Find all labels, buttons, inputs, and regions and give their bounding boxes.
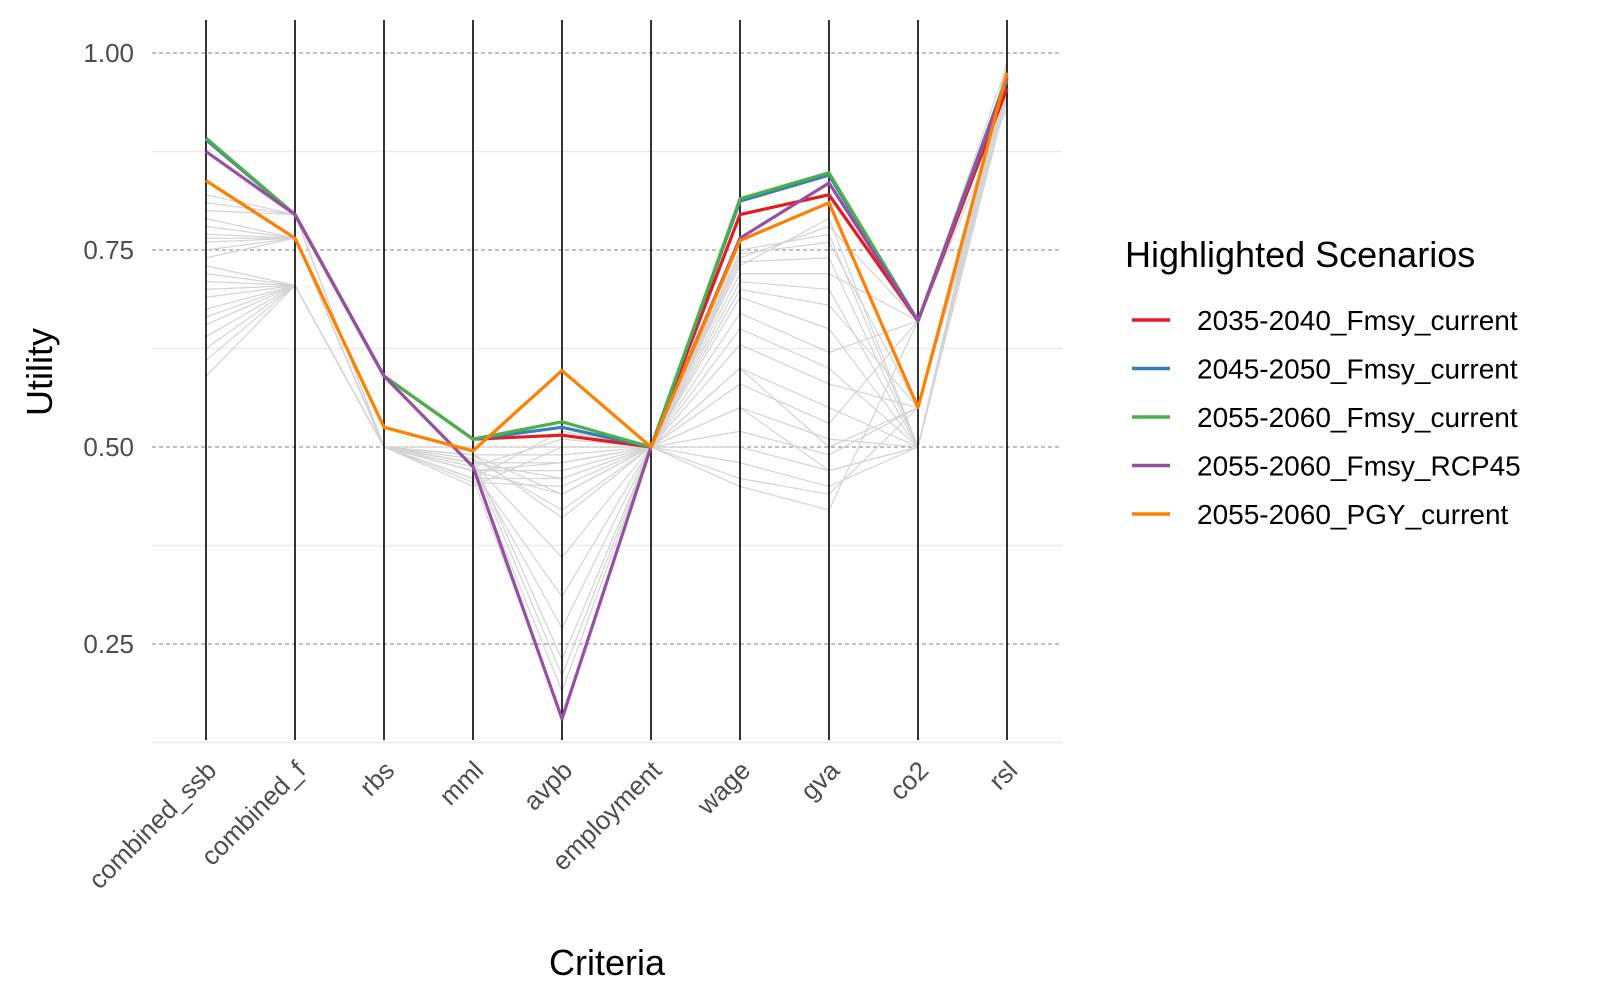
- background-series-layer: [205, 60, 1008, 717]
- y-tick-label: 0.50: [83, 432, 134, 462]
- legend-label: 2055-2060_PGY_current: [1197, 499, 1509, 530]
- legend-title: Highlighted Scenarios: [1125, 234, 1475, 275]
- y-axis-title: Utility: [19, 328, 60, 416]
- background-series-line: [205, 84, 1008, 488]
- background-series-line: [205, 68, 1008, 495]
- legend-label: 2055-2060_Fmsy_RCP45: [1197, 451, 1521, 482]
- background-series-line: [205, 107, 1008, 717]
- y-tick-label: 0.25: [83, 629, 134, 659]
- x-tick-label: gva: [794, 755, 845, 806]
- background-series-line: [205, 92, 1008, 662]
- y-tick-label: 1.00: [83, 38, 134, 68]
- x-tick-label: mml: [433, 755, 489, 811]
- series-line: [205, 72, 1009, 453]
- x-tick-label: avpb: [517, 755, 578, 816]
- legend-label: 2035-2040_Fmsy_current: [1197, 305, 1518, 336]
- legend-label: 2055-2060_Fmsy_current: [1197, 402, 1518, 433]
- criteria-axes-layer: [205, 20, 1008, 740]
- legend-label: 2045-2050_Fmsy_current: [1197, 354, 1518, 385]
- x-tick-label: rbs: [353, 755, 400, 802]
- x-tick-label: rsl: [983, 755, 1024, 796]
- x-tick-label: wage: [690, 755, 756, 821]
- y-tick-label: 0.75: [83, 235, 134, 265]
- y-tick-labels: 0.25 0.50 0.75 1.00: [83, 38, 134, 659]
- background-series-line: [205, 100, 1008, 693]
- legend-items: 2035-2040_Fmsy_current 2045-2050_Fmsy_cur…: [1132, 305, 1521, 530]
- background-series-line: [205, 84, 1008, 598]
- legend: Highlighted Scenarios 2035-2040_Fmsy_cur…: [1125, 234, 1521, 530]
- x-tick-label: co2: [883, 755, 934, 806]
- x-tick-label: combined_ssb: [82, 755, 222, 895]
- x-axis-title: Criteria: [549, 942, 666, 983]
- series-line: [205, 77, 1009, 721]
- background-series-line: [205, 88, 1008, 630]
- background-series-line: [205, 92, 1008, 480]
- highlighted-series-layer: [204, 72, 1009, 721]
- background-series-line: [205, 100, 1008, 472]
- grid-layer: [152, 52, 1062, 744]
